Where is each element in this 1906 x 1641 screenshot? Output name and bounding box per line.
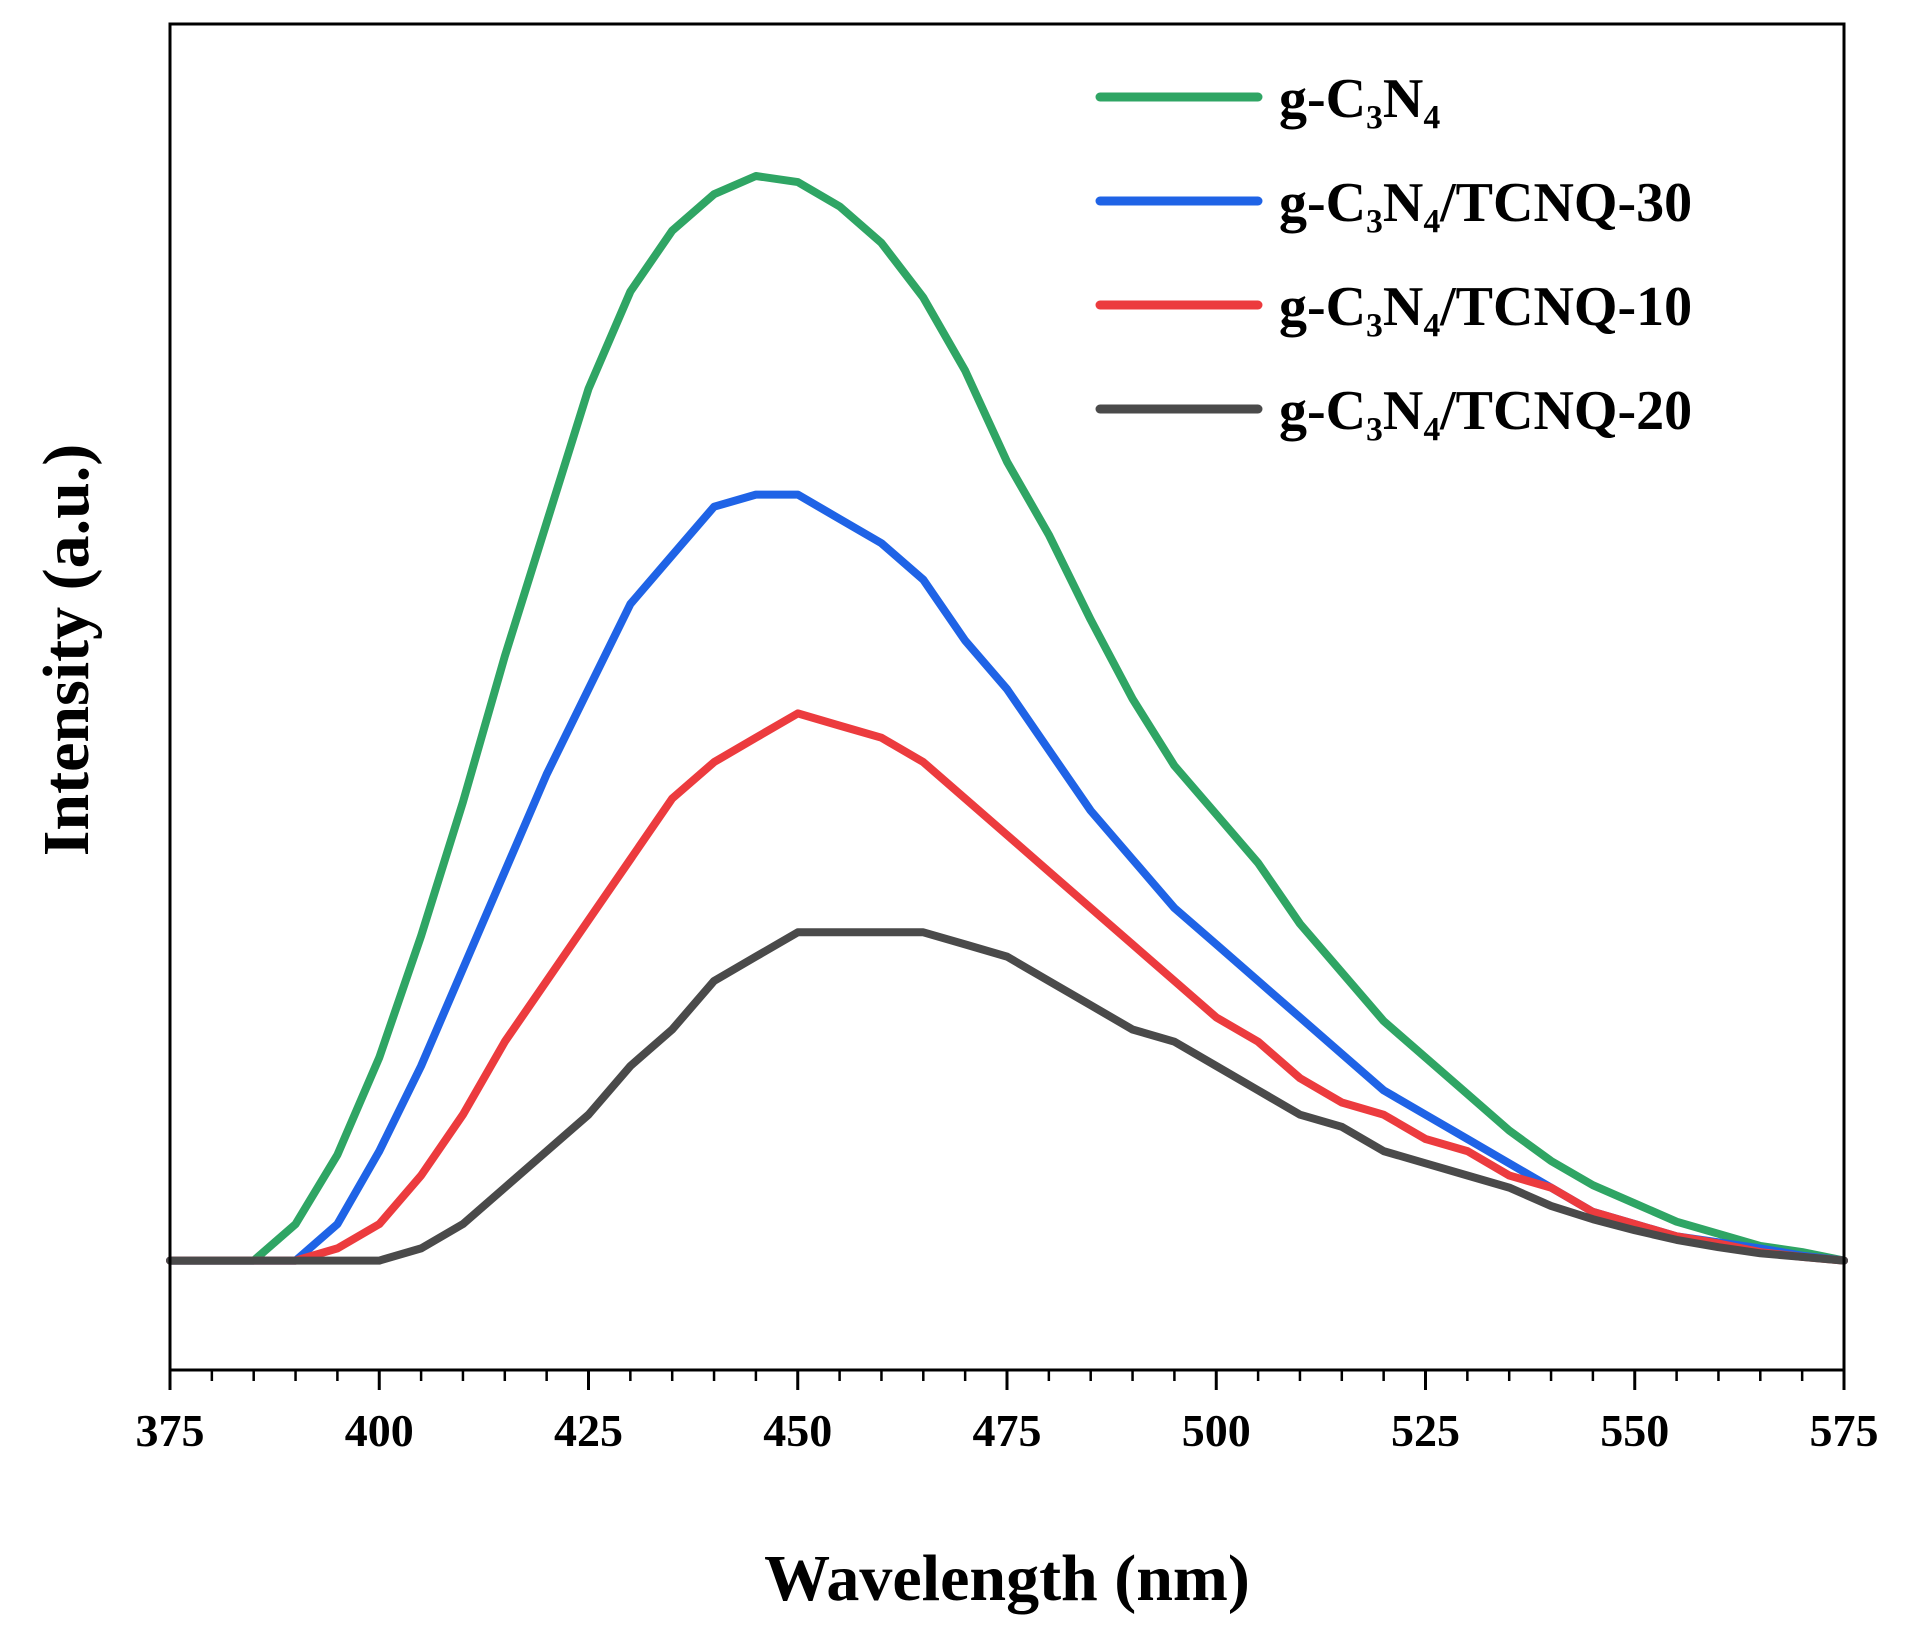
y-axis-label: Intensity (a.u.) (30, 444, 103, 857)
legend-label: g-C₃N₄ (1279, 68, 1440, 130)
series-line (166, 172, 1848, 1265)
x-tick-label: 400 (345, 1405, 414, 1456)
plot-frame (168, 22, 1846, 1372)
x-tick-label: 525 (1391, 1405, 1460, 1456)
series-line (166, 709, 1848, 1265)
x-tick-label: 550 (1600, 1405, 1669, 1456)
x-tick-label: 575 (1810, 1405, 1879, 1456)
x-axis-label: Wavelength (nm) (764, 1542, 1250, 1615)
x-tick-label: 450 (763, 1405, 832, 1456)
x-tick-label: 375 (136, 1405, 205, 1456)
x-tick-label: 475 (973, 1405, 1042, 1456)
series-line (166, 490, 1848, 1265)
legend-label: g-C₃N₄/TCNQ-10 (1279, 276, 1692, 338)
legend-label: g-C₃N₄/TCNQ-20 (1279, 380, 1692, 442)
x-tick-label: 500 (1182, 1405, 1251, 1456)
series-line (166, 928, 1848, 1265)
x-tick-label: 425 (554, 1405, 623, 1456)
legend-label: g-C₃N₄/TCNQ-30 (1279, 172, 1692, 234)
